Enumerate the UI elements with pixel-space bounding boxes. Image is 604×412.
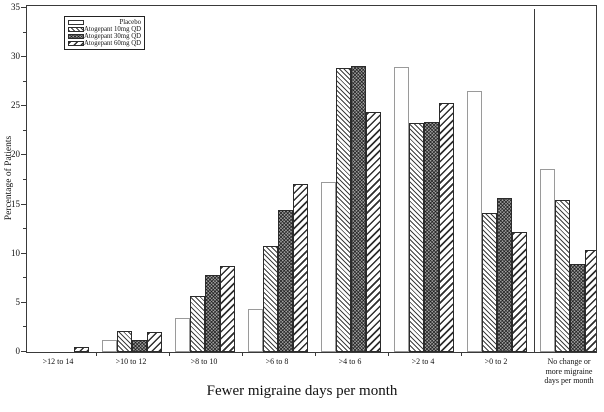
legend-item-placebo: Placebo — [68, 19, 141, 26]
bar-placebo-cat4 — [321, 182, 336, 352]
bar-atogepant-10mg-qd-cat3 — [263, 246, 278, 352]
bar-atogepant-10mg-qd-cat4 — [336, 68, 351, 352]
category-separator-line — [533, 9, 535, 352]
legend-label: Atogepant 10mg QD — [84, 26, 142, 33]
bars-layer — [27, 6, 596, 352]
bar-atogepant-60mg-qd-cat1 — [147, 332, 162, 352]
plot-area: Placebo Atogepant 10mg QD Atogepant 30mg… — [21, 5, 597, 356]
legend-swatch-60mg-hatch — [68, 41, 84, 46]
y-major-tick — [21, 6, 26, 8]
y-tick-label: 20 — [11, 149, 20, 160]
x-boundary-tick — [387, 352, 389, 356]
y-major-tick — [21, 56, 26, 58]
y-tick-label: 25 — [11, 100, 20, 111]
y-minor-tick — [23, 80, 26, 82]
y-major-tick — [21, 351, 26, 352]
bar-atogepant-30mg-qd-cat1 — [132, 340, 147, 352]
legend-swatch-30mg-crosshatch — [68, 34, 84, 39]
bar-atogepant-10mg-qd-cat5 — [409, 123, 424, 352]
bar-atogepant-60mg-qd-cat2 — [220, 266, 235, 352]
x-boundary-tick — [460, 352, 462, 356]
bar-placebo-cat2 — [175, 318, 190, 352]
y-major-tick — [21, 105, 26, 107]
y-minor-tick — [23, 31, 26, 33]
y-major-tick — [21, 252, 26, 254]
bar-placebo-cat7 — [540, 169, 555, 352]
y-tick-label: 10 — [11, 247, 20, 258]
bar-placebo-cat3 — [248, 309, 263, 352]
y-tick-label: 35 — [11, 1, 20, 12]
bar-atogepant-60mg-qd-cat6 — [512, 232, 527, 352]
y-minor-tick — [23, 129, 26, 131]
y-tick-label: 15 — [11, 198, 20, 209]
bar-atogepant-10mg-qd-cat2 — [190, 296, 205, 352]
y-minor-tick — [23, 228, 26, 230]
x-category-label: >6 to 8 — [265, 357, 289, 366]
bar-atogepant-30mg-qd-cat4 — [351, 66, 366, 352]
x-boundary-tick — [95, 352, 97, 356]
x-category-label: >8 to 10 — [190, 357, 218, 366]
x-category-label: No change or more migraine days per mont… — [544, 357, 594, 385]
bar-atogepant-10mg-qd-cat7 — [555, 200, 570, 352]
bar-atogepant-60mg-qd-cat3 — [293, 184, 308, 352]
bar-atogepant-30mg-qd-cat2 — [205, 275, 220, 352]
bar-placebo-cat6 — [467, 91, 482, 352]
bar-placebo-cat1 — [102, 340, 117, 352]
chart-legend: Placebo Atogepant 10mg QD Atogepant 30mg… — [64, 16, 145, 50]
bar-placebo-cat5 — [394, 67, 409, 352]
x-boundary-tick — [241, 352, 243, 356]
x-boundary-tick — [168, 352, 170, 356]
y-minor-tick — [23, 326, 26, 328]
bar-atogepant-60mg-qd-cat0 — [74, 347, 89, 352]
legend-item-atogepant-60mg: Atogepant 60mg QD — [68, 40, 141, 47]
bar-atogepant-60mg-qd-cat4 — [366, 112, 381, 352]
bar-atogepant-30mg-qd-cat3 — [278, 210, 293, 352]
x-category-label: >10 to 12 — [115, 357, 147, 366]
y-minor-tick — [23, 178, 26, 180]
y-tick-label: 5 — [15, 296, 21, 307]
bar-atogepant-30mg-qd-cat5 — [424, 122, 439, 352]
bar-atogepant-10mg-qd-cat6 — [482, 213, 497, 352]
y-major-tick — [21, 203, 26, 205]
y-major-tick — [21, 154, 26, 156]
legend-swatch-10mg-hatch — [68, 27, 84, 32]
legend-label: Atogepant 60mg QD — [84, 40, 142, 47]
y-tick-label: 0 — [15, 346, 21, 356]
bar-atogepant-30mg-qd-cat6 — [497, 198, 512, 352]
legend-label: Placebo — [119, 19, 141, 26]
legend-item-atogepant-30mg: Atogepant 30mg QD — [68, 33, 141, 40]
x-category-label: >2 to 4 — [411, 357, 435, 366]
x-boundary-tick — [314, 352, 316, 356]
y-tick-label: 30 — [11, 51, 20, 62]
legend-label: Atogepant 30mg QD — [84, 33, 142, 40]
x-category-label: >12 to 14 — [42, 357, 74, 366]
legend-item-atogepant-10mg: Atogepant 10mg QD — [68, 26, 141, 33]
x-category-label: >0 to 2 — [484, 357, 508, 366]
y-major-tick — [21, 301, 26, 303]
x-category-label: >4 to 6 — [338, 357, 362, 366]
legend-swatch-placebo — [68, 20, 84, 25]
y-minor-tick — [23, 277, 26, 279]
bar-atogepant-60mg-qd-cat5 — [439, 103, 454, 352]
bar-atogepant-60mg-qd-cat7 — [585, 250, 596, 352]
x-axis-title: Fewer migraine days per month — [206, 383, 398, 399]
bar-atogepant-30mg-qd-cat7 — [570, 264, 585, 352]
bar-atogepant-10mg-qd-cat1 — [117, 331, 132, 352]
